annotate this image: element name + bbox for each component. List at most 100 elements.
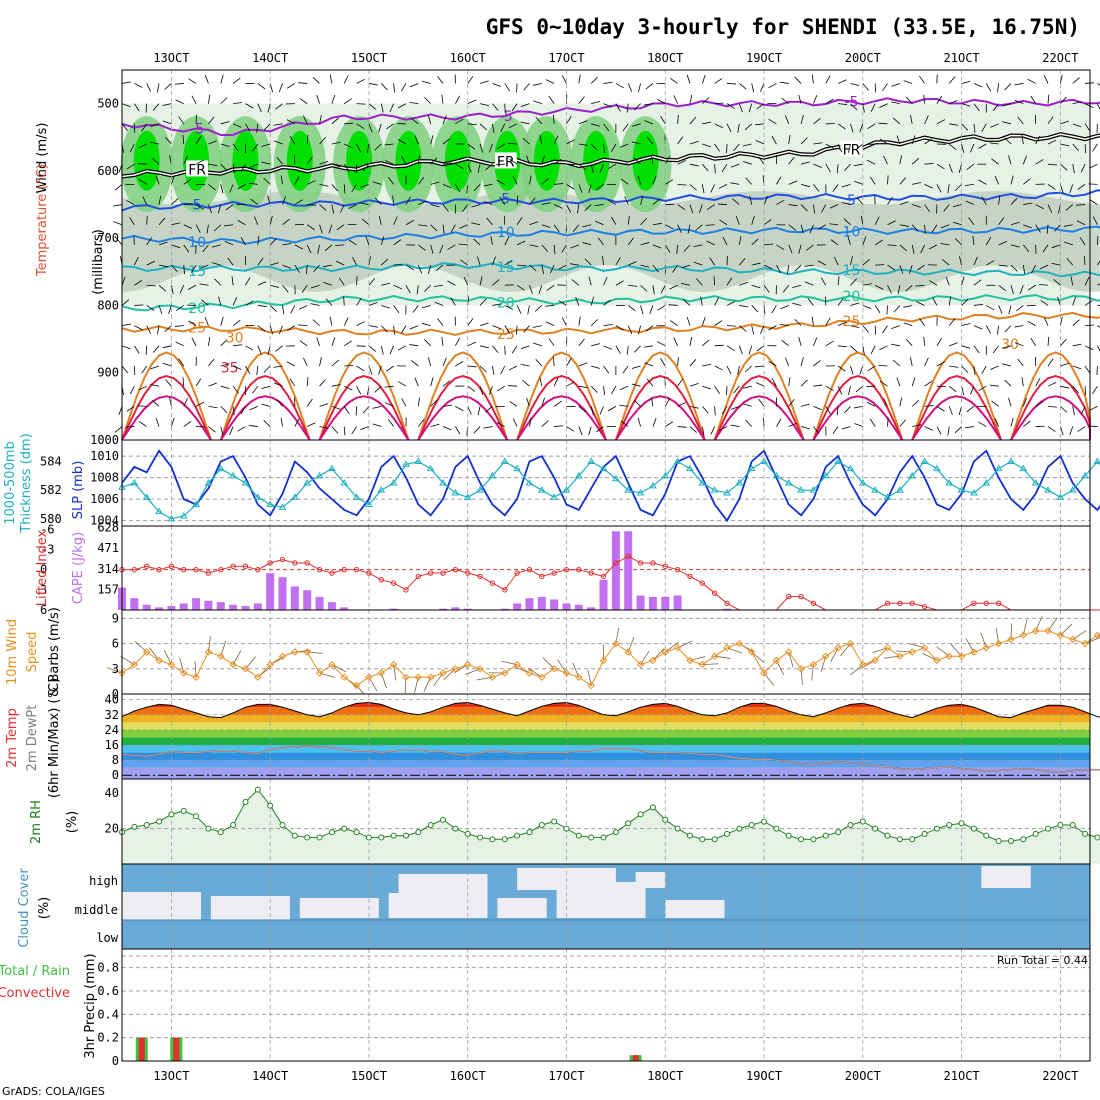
wind-barb [257,325,266,332]
wind-barb [941,259,950,266]
wind-barb [516,325,518,335]
wind-barb [669,284,678,290]
cape-bar [723,608,731,610]
wind-barb [368,302,378,306]
wind-barb [905,338,913,347]
wind-barb [830,239,839,246]
x-tick-label-top: 15OCT [351,51,387,65]
wind-barb [744,365,752,373]
temp-tick: 40 [105,693,119,707]
wind-barb [595,220,604,226]
thickness-marker [883,493,892,500]
surface-temp-contour [417,395,509,441]
wind-barb [973,345,980,354]
wind-barb [201,299,209,306]
wind-barb [1046,224,1049,234]
wind-barb [637,417,641,427]
wind-barb [352,256,357,266]
wind10m-marker [920,644,929,652]
wind-barb [869,176,876,185]
thickness-marker [389,479,398,486]
wind-barb [651,155,654,165]
wind-barb [978,421,987,427]
wind-barb [776,199,785,205]
wind-barb [398,139,407,145]
wind-barb [584,258,592,266]
wind-barb [286,119,296,125]
wind10m-marker [439,669,447,677]
wind-barb [958,164,962,173]
li-marker [650,560,656,566]
wind-barb [763,264,773,270]
top-axis-labels: 13OCT 14OCT 15OCT 16OCT 17OCT 18OCT 19OCT 20OCT… [153,51,1078,65]
wind-barb [362,406,370,414]
wind-barb [807,298,814,306]
x-tick-label-bottom: 19OCT [746,1069,782,1083]
wind-barb [229,184,234,193]
wind-barb [887,417,889,427]
wind-barb [681,283,691,286]
precip-bar-convective [138,1037,145,1061]
wind-barb [479,143,484,153]
wind-barb [1023,244,1030,253]
wind-barb [928,244,938,250]
wind-barb [280,417,283,427]
wind10m-marker [315,669,324,677]
rh2m-marker [810,836,817,843]
wind10m-barb [1060,623,1073,636]
cape-bar [624,531,633,610]
wind10m-marker [797,665,805,673]
wind-barb [652,198,661,205]
wind-barb [899,419,907,427]
wind10m-marker [834,644,842,652]
thickness-marker [463,493,472,500]
wind-barb [762,417,765,427]
wind-barb [388,419,394,427]
wind-barb [240,163,246,173]
wind-barb [214,224,222,232]
wind-barb [1084,300,1093,306]
contour-label-5: 5 [847,193,856,209]
wind-barb [899,244,907,252]
wind-barb [643,345,653,348]
wind-barb [1047,139,1057,145]
wind-barb [388,176,394,185]
wind-barb [538,285,543,294]
wind-barb [224,224,234,227]
wind-barb [813,117,821,125]
wind-barb [683,299,691,306]
wind-barb [867,123,876,130]
wind-barb [973,303,983,306]
wind-barb [991,158,999,165]
thickness-marker [957,486,966,493]
wind-barb [706,204,715,210]
wind-barb [923,336,925,346]
wind-barb [742,403,752,407]
wind-barb [527,305,530,315]
wind-barb [633,399,641,407]
li-marker [625,553,631,559]
wind-barb [162,345,172,349]
thickness-marker [192,500,200,507]
surface-temp-contour [121,351,212,441]
wind-barb [714,344,724,347]
wind-barb [677,426,687,428]
wind-barb [615,325,624,331]
wind-barb [800,204,808,212]
wind-barb [714,320,723,326]
wind-barb [362,163,370,172]
thickness-marker [772,471,781,479]
wind-barb [306,398,313,407]
wind-barb [257,345,262,355]
wind-barb [386,123,394,130]
wind-barb [784,115,790,124]
wind-barb [874,216,880,225]
wind-barb [862,258,870,266]
wind10m-marker [291,648,299,656]
wind-barb [294,264,300,273]
li-marker [390,580,397,586]
wind-barb [442,357,447,367]
cape-bar [167,606,176,610]
thickness-marker [315,471,324,479]
